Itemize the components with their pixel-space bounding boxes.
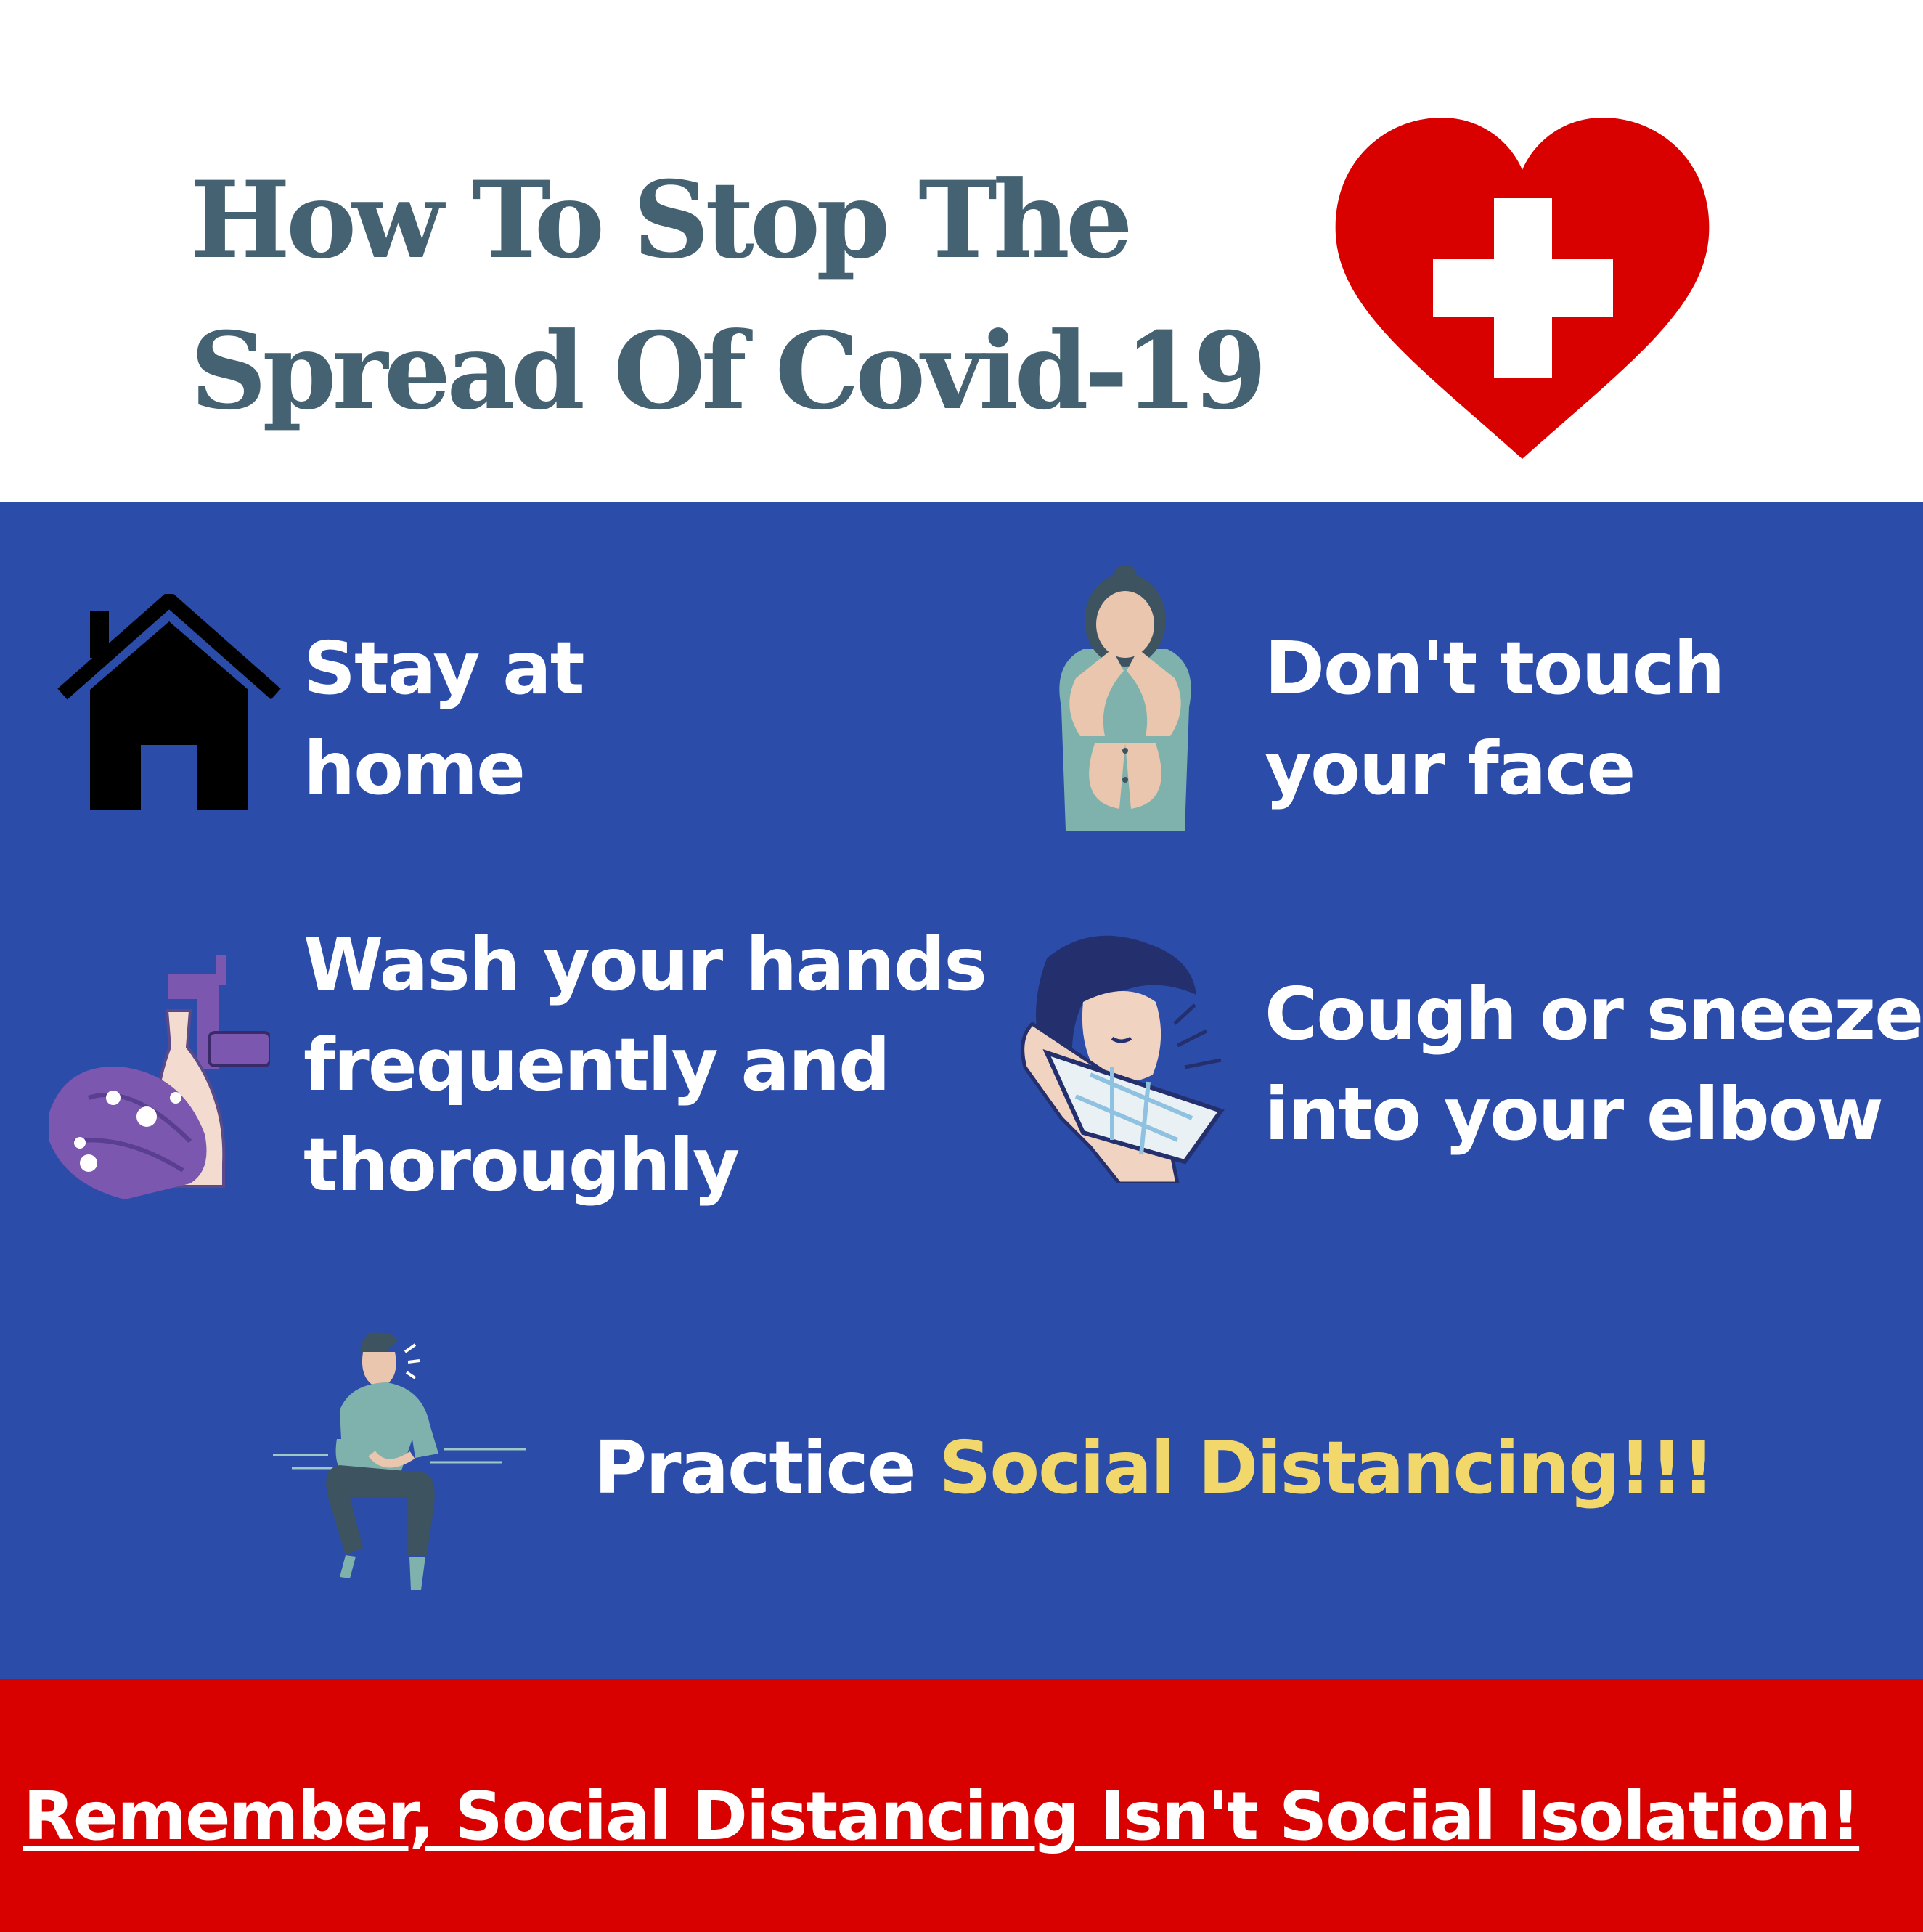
tip-dont-touch-face-line-1: Don't touch	[1265, 626, 1725, 711]
title-line-2: Spread Of Covid-19	[190, 309, 1267, 433]
social-distancing-prefix: Practice	[594, 1425, 939, 1510]
tip-stay-home: Stay at home	[303, 619, 585, 819]
tip-cough-elbow-line-1: Cough or sneeze	[1265, 971, 1923, 1056]
tip-wash-hands: Wash your hands frequently and thoroughl…	[303, 915, 987, 1215]
face-touch-person-icon	[1059, 565, 1191, 831]
tip-cough-elbow-line-2: into your elbow	[1265, 1072, 1884, 1157]
tip-wash-hands-line-1: Wash your hands	[303, 922, 987, 1007]
tip-dont-touch-face: Don't touch your face	[1265, 619, 1725, 819]
hand-washing-icon	[49, 955, 270, 1199]
tip-stay-home-line-2: home	[303, 726, 526, 811]
heart-cross-icon	[1335, 118, 1710, 459]
tip-wash-hands-line-3: thoroughly	[303, 1122, 740, 1207]
header: How To Stop The Spread Of Covid-19	[0, 0, 1923, 502]
social-distancing-message: Practice Social Distancing!!!	[594, 1417, 1715, 1519]
title-line-1: How To Stop The	[190, 158, 1133, 282]
house-icon	[57, 594, 281, 810]
tip-dont-touch-face-line-2: your face	[1265, 726, 1636, 811]
sneeze-elbow-person-icon	[1021, 935, 1225, 1183]
social-distancing-highlight: Social Distancing!!!	[939, 1425, 1715, 1510]
tips-panel: Stay at home Don't touch your face Wa	[0, 502, 1923, 1679]
footer-message: Remember, Social Distancing Isn't Social…	[23, 1777, 1861, 1855]
footer-banner: Remember, Social Distancing Isn't Social…	[0, 1679, 1923, 1932]
sitting-person-icon	[273, 1332, 526, 1590]
tip-cough-elbow: Cough or sneeze into your elbow	[1265, 964, 1923, 1165]
tip-stay-home-line-1: Stay at	[303, 626, 585, 711]
page-title: How To Stop The Spread Of Covid-19	[190, 145, 1267, 447]
tip-wash-hands-line-2: frequently and	[303, 1022, 891, 1107]
